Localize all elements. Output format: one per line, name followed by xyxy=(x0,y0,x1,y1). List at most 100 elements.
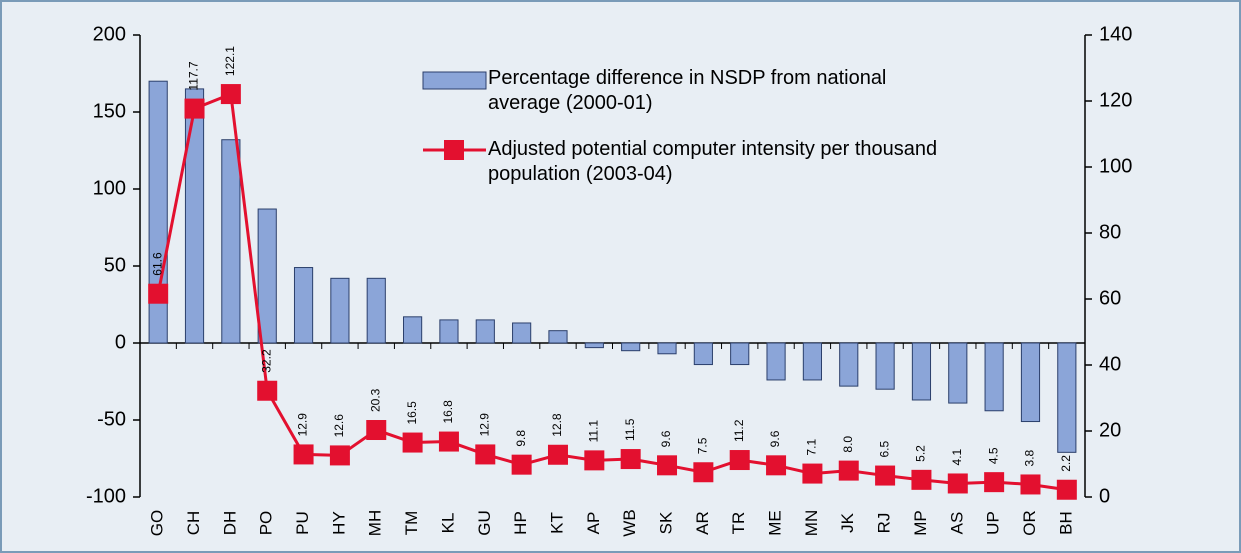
x-tick-label: MH xyxy=(366,510,385,536)
data-label: 8.0 xyxy=(841,436,855,453)
line-marker xyxy=(1020,474,1041,495)
y-tick-label: 200 xyxy=(93,23,126,45)
bar xyxy=(403,316,423,344)
legend-line-marker xyxy=(444,140,464,160)
line-marker xyxy=(366,420,387,441)
bar xyxy=(330,277,350,344)
x-tick-label: UP xyxy=(984,511,1003,535)
data-label: 5.2 xyxy=(914,445,928,462)
x-tick-label: MP xyxy=(911,510,930,536)
x-tick-label: PU xyxy=(293,511,312,535)
y-tick-label: 150 xyxy=(93,100,126,122)
bar xyxy=(148,80,168,344)
line-marker xyxy=(947,473,968,494)
bar xyxy=(657,342,677,355)
data-label: 4.5 xyxy=(986,447,1000,464)
bar xyxy=(839,342,859,387)
y-tick-label: 0 xyxy=(115,331,126,353)
data-label: 6.5 xyxy=(877,441,891,458)
data-label: 12.9 xyxy=(477,413,491,437)
y2-tick-label: 120 xyxy=(1099,89,1132,111)
y-tick-label: -100 xyxy=(86,485,126,507)
bar xyxy=(293,267,314,344)
bar xyxy=(1020,342,1041,423)
line-marker xyxy=(911,469,932,490)
bar xyxy=(221,139,241,344)
x-tick-label: GO xyxy=(148,510,167,536)
y2-tick-label: 60 xyxy=(1099,287,1121,309)
data-label: 4.1 xyxy=(950,448,964,465)
line-marker xyxy=(729,450,750,471)
x-tick-label: OR xyxy=(1020,510,1039,536)
x-tick-label: ME xyxy=(766,510,785,536)
data-label: 61.6 xyxy=(150,252,164,276)
x-tick-label: JK xyxy=(838,512,857,533)
bar xyxy=(548,330,568,344)
data-label: 20.3 xyxy=(368,388,382,412)
data-label: 32.2 xyxy=(259,349,273,373)
data-label: 3.8 xyxy=(1023,449,1037,466)
y2-tick-label: 0 xyxy=(1099,485,1110,507)
x-tick-label: AS xyxy=(947,512,966,535)
bar xyxy=(693,342,713,366)
bar xyxy=(911,342,932,401)
y-tick-label: 50 xyxy=(104,254,126,276)
bar xyxy=(1057,342,1077,453)
y2-tick-label: 100 xyxy=(1099,155,1132,177)
x-tick-label: HP xyxy=(511,511,530,535)
line-marker xyxy=(220,84,241,105)
data-label: 12.6 xyxy=(332,414,346,438)
x-tick-label: KT xyxy=(547,512,566,534)
data-label: 9.8 xyxy=(514,430,528,447)
y2-tick-label: 80 xyxy=(1099,221,1121,243)
line-marker xyxy=(148,283,169,304)
x-tick-label: WB xyxy=(620,509,639,536)
line-marker xyxy=(438,431,459,452)
x-tick-label: RJ xyxy=(875,513,894,534)
bar xyxy=(512,322,532,344)
x-tick-label: BH xyxy=(1056,511,1075,535)
data-label: 7.1 xyxy=(805,439,819,456)
line-marker xyxy=(293,444,314,465)
line-marker xyxy=(693,462,714,483)
line-marker xyxy=(984,472,1005,493)
bar xyxy=(948,342,968,404)
data-label: 12.9 xyxy=(296,413,310,437)
data-label: 2.2 xyxy=(1059,455,1073,472)
y2-tick-label: 140 xyxy=(1099,23,1132,45)
bar xyxy=(475,319,495,344)
line-marker xyxy=(184,98,205,119)
data-label: 16.5 xyxy=(405,401,419,425)
bar xyxy=(730,342,750,366)
data-label: 9.6 xyxy=(768,430,782,447)
line-marker xyxy=(838,460,859,481)
x-tick-label: DH xyxy=(220,511,239,536)
y2-tick-label: 20 xyxy=(1099,419,1121,441)
line-marker xyxy=(402,432,423,453)
x-tick-label: GU xyxy=(475,510,494,536)
line-marker xyxy=(1056,479,1077,500)
line-marker xyxy=(620,449,641,470)
line-marker xyxy=(584,450,605,471)
y-tick-label: -50 xyxy=(97,408,126,430)
data-label: 11.1 xyxy=(586,420,600,443)
bar xyxy=(802,342,822,381)
bar xyxy=(439,319,459,344)
x-tick-label: AP xyxy=(584,512,603,535)
line-marker xyxy=(257,380,278,401)
line-marker xyxy=(657,455,678,476)
line-marker xyxy=(547,444,568,465)
bar xyxy=(366,277,386,344)
bar xyxy=(184,88,205,344)
legend-line-label: Adjusted potential computer intensity pe… xyxy=(488,138,938,185)
x-tick-label: TR xyxy=(729,512,748,535)
bar xyxy=(984,342,1004,412)
data-label: 16.8 xyxy=(441,400,455,424)
data-label: 7.5 xyxy=(696,437,710,454)
x-tick-label: CH xyxy=(184,511,203,536)
data-label: 117.7 xyxy=(187,61,201,90)
x-tick-label: MN xyxy=(802,510,821,536)
bar xyxy=(621,342,641,352)
